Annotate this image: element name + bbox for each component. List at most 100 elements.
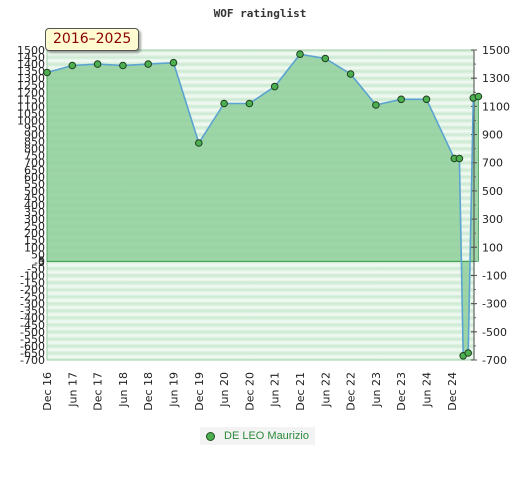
left-tick-label: -50	[27, 262, 45, 275]
left-tick-label: 1150	[17, 93, 45, 106]
grid-band	[47, 282, 474, 291]
grid-band	[47, 317, 474, 326]
left-tick-label: 600	[24, 171, 45, 184]
data-point	[68, 61, 77, 70]
grid-band	[47, 324, 474, 333]
right-tick-label: 700	[482, 157, 503, 170]
grid-band	[47, 275, 474, 283]
right-tick-label: 500	[482, 185, 503, 198]
left-tick-label: 700	[24, 157, 45, 170]
left-tick-label: 100	[24, 241, 45, 254]
grid-band	[47, 71, 474, 79]
right-tick-label: 1300	[482, 72, 510, 85]
x-tick-label: Jun 23	[370, 372, 383, 408]
grid-band	[47, 338, 474, 347]
left-tick-label: 800	[24, 143, 45, 156]
left-tick-label: 1350	[17, 65, 45, 78]
x-tick-label: Jun 20	[218, 372, 231, 408]
grid-band	[47, 57, 474, 65]
series-line	[46, 53, 479, 358]
left-tick-label: 450	[24, 192, 45, 205]
left-tick-label: -200	[20, 284, 45, 297]
left-tick-label: 50	[31, 248, 45, 261]
left-tick-label: 300	[24, 213, 45, 226]
x-tick-label: Dec 16	[41, 372, 54, 411]
left-tick-label: -250	[20, 291, 45, 304]
left-tick-label: -450	[20, 319, 45, 332]
data-point	[397, 95, 406, 104]
grid-band	[47, 310, 474, 319]
data-point	[464, 349, 473, 357]
grid-band	[47, 352, 474, 361]
x-tick-label: Jun 19	[168, 372, 181, 408]
x-tick-label: Jun 22	[319, 372, 332, 408]
grid-band	[47, 85, 474, 93]
left-tick-label: -350	[20, 305, 45, 318]
left-tick-label: 900	[24, 129, 45, 142]
grid-band	[47, 268, 474, 276]
left-tick-label: 1300	[17, 72, 45, 85]
rating-line	[46, 53, 479, 358]
left-tick-label: -100	[20, 269, 45, 282]
right-tick-label: -500	[482, 326, 507, 339]
left-tick-label: 0	[38, 255, 45, 268]
left-tick-label: 650	[24, 164, 45, 177]
left-tick-label: 1500	[17, 44, 45, 57]
grid-band	[47, 289, 474, 298]
x-tick-label: Dec 24	[446, 372, 459, 411]
left-tick-label: 1250	[17, 79, 45, 92]
right-tick-label: -300	[482, 298, 507, 311]
grid-band	[47, 303, 474, 312]
left-tick-label: 1000	[17, 114, 45, 127]
left-tick-label: 550	[24, 178, 45, 191]
legend-marker-icon	[206, 431, 215, 441]
x-tick-label: Dec 21	[294, 372, 307, 411]
data-point	[455, 154, 464, 163]
grid-band	[47, 331, 474, 340]
left-tick-label: 500	[24, 185, 45, 198]
chart-title: WOF ratinglist	[214, 7, 307, 20]
left-tick-label: -600	[20, 340, 45, 353]
data-point	[372, 101, 380, 109]
data-point	[93, 60, 102, 68]
right-tick-label: 300	[482, 213, 503, 226]
x-tick-label: Dec 23	[395, 372, 408, 411]
period-badge: 2016–2025	[45, 28, 140, 51]
left-tick-label: -400	[20, 312, 45, 325]
x-tick-label: Dec 19	[193, 372, 206, 411]
x-tick-label: Jun 18	[117, 372, 130, 408]
left-tick-label: 850	[24, 136, 45, 149]
data-point	[245, 99, 254, 108]
data-point	[422, 95, 431, 104]
legend-label: DE LEO Maurizio	[224, 430, 309, 442]
right-tick-label: 1100	[482, 100, 510, 113]
right-tick-label: 900	[482, 129, 503, 142]
left-tick-label: -650	[20, 347, 45, 360]
grid-band	[47, 78, 474, 86]
legend[interactable]: DE LEO Maurizio	[200, 427, 315, 445]
data-point	[144, 60, 152, 68]
left-tick-label: -700	[20, 354, 45, 367]
data-point	[220, 99, 228, 108]
right-tick-label: 100	[482, 241, 503, 254]
left-tick-label: 5	[38, 255, 45, 268]
data-point	[321, 54, 330, 63]
left-tick-label: 150	[24, 234, 45, 247]
data-point	[296, 50, 304, 59]
left-tick-label: 750	[24, 150, 45, 163]
x-tick-label: Jun 24	[421, 372, 434, 408]
left-tick-label: 1450	[17, 51, 45, 64]
data-point	[169, 58, 178, 67]
data-point	[474, 92, 483, 101]
x-tick-label: Dec 22	[345, 372, 358, 411]
left-tick-label: -300	[20, 298, 45, 311]
x-tick-label: Dec 20	[243, 372, 256, 411]
left-tick-label: -500	[20, 326, 45, 339]
right-tick-label: -100	[482, 269, 507, 282]
grid-band	[47, 64, 474, 72]
left-tick-label: -5	[34, 256, 45, 269]
left-tick-label: -550	[20, 333, 45, 346]
right-tick-label: -700	[482, 354, 507, 367]
x-tick-label: Jun 21	[269, 372, 282, 408]
